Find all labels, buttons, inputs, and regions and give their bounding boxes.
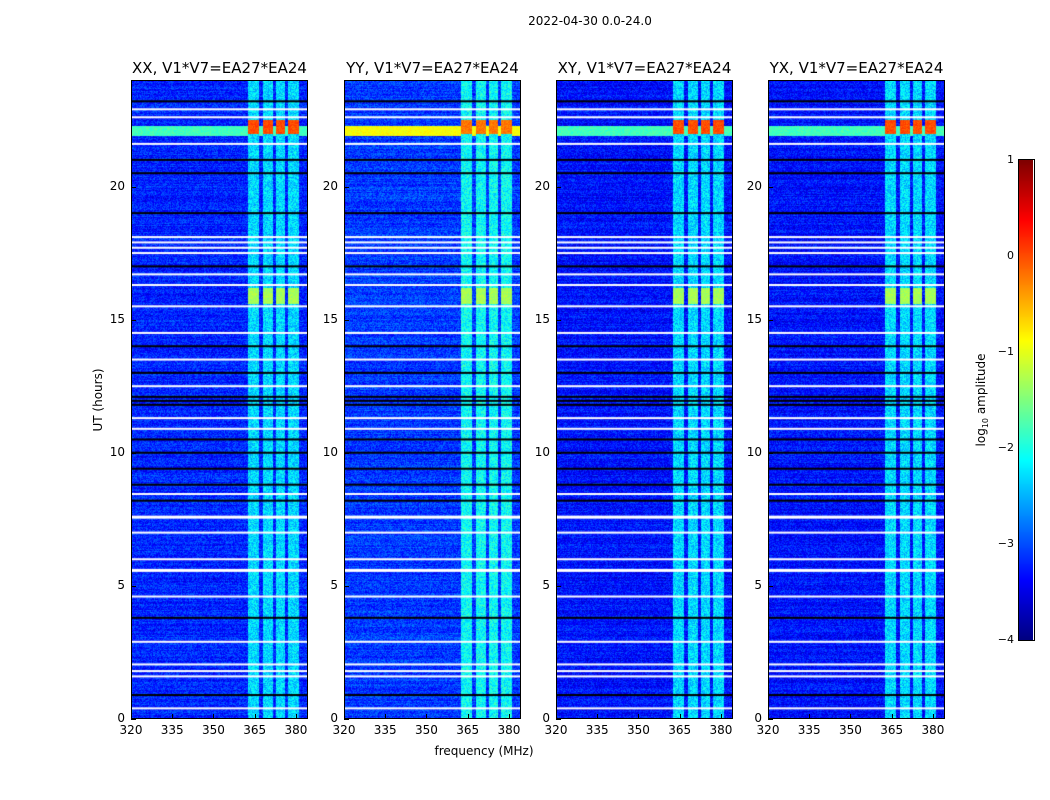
y-tick-mark [131, 719, 136, 720]
x-tick-mark [508, 714, 510, 719]
y-tick-mark [131, 585, 136, 587]
y-tick-label: 10 [534, 444, 550, 459]
heatmap-image [768, 80, 945, 719]
x-tick-mark [213, 714, 215, 719]
x-tick-label: 350 [415, 723, 438, 737]
colorbar-tick-label: −2 [997, 441, 1014, 454]
y-tick-mark [768, 452, 773, 454]
y-tick-label: 10 [109, 444, 125, 459]
y-tick-label: 20 [746, 178, 762, 193]
x-tick-label: 350 [627, 723, 650, 737]
colorbar-tick-label: 0 [1007, 249, 1014, 262]
y-tick-label: 10 [322, 444, 338, 459]
x-tick-label: 350 [839, 723, 862, 737]
y-tick-label: 0 [117, 711, 125, 725]
x-tick-label: 335 [797, 723, 821, 737]
y-tick-label: 10 [746, 444, 762, 459]
x-tick-mark [891, 714, 893, 719]
y-tick-label: 5 [330, 577, 338, 592]
figure-title: 2022-04-30 0.0-24.0 [528, 14, 652, 28]
x-tick-mark [254, 714, 256, 719]
y-tick-label: 5 [754, 577, 762, 592]
x-tick-label: 365 [880, 723, 904, 737]
y-tick-mark [768, 719, 773, 720]
x-tick-mark [344, 714, 345, 719]
x-tick-mark [679, 714, 681, 719]
x-tick-mark [597, 714, 599, 719]
x-tick-mark [131, 714, 132, 719]
x-tick-label: 365 [668, 723, 692, 737]
x-tick-mark [426, 714, 428, 719]
x-tick-mark [556, 714, 557, 719]
y-tick-label: 20 [534, 178, 550, 193]
x-axis-label: frequency (MHz) [434, 744, 534, 758]
x-tick-label: 380 [284, 723, 308, 737]
y-axis-label: UT (hours) [91, 368, 105, 432]
panel-title: YX, V1*V7=EA27*EA24 [769, 59, 944, 77]
y-tick-mark [556, 585, 561, 587]
heatmap-image [556, 80, 733, 719]
x-tick-label: 320 [332, 723, 356, 737]
x-tick-mark [720, 714, 722, 719]
y-tick-mark [131, 452, 136, 454]
colorbar-tick-label: 1 [1007, 153, 1014, 166]
x-tick-label: 380 [921, 723, 945, 737]
heatmap-image [344, 80, 521, 719]
panel-title: YY, V1*V7=EA27*EA24 [346, 59, 519, 77]
y-tick-mark [344, 452, 349, 454]
panel-title: XX, V1*V7=EA27*EA24 [132, 59, 307, 77]
y-tick-mark [556, 452, 561, 454]
colorbar [1019, 160, 1033, 640]
y-tick-mark [768, 186, 773, 188]
x-tick-label: 335 [585, 723, 609, 737]
y-tick-mark [344, 719, 349, 720]
y-tick-label: 15 [746, 311, 762, 326]
x-tick-label: 365 [456, 723, 480, 737]
x-tick-label: 320 [119, 723, 143, 737]
x-tick-mark [850, 714, 852, 719]
x-tick-label: 350 [202, 723, 225, 737]
x-tick-label: 320 [544, 723, 568, 737]
x-tick-mark [467, 714, 469, 719]
y-tick-mark [556, 186, 561, 188]
y-tick-label: 0 [330, 711, 338, 725]
x-tick-label: 380 [497, 723, 521, 737]
y-tick-mark [344, 319, 349, 321]
y-tick-label: 5 [542, 577, 550, 592]
y-tick-label: 5 [117, 577, 125, 592]
heatmap-image [131, 80, 308, 719]
x-tick-label: 365 [243, 723, 267, 737]
y-tick-mark [556, 319, 561, 321]
y-tick-mark [131, 319, 136, 321]
colorbar-tick-label: −4 [997, 633, 1014, 646]
x-tick-label: 320 [756, 723, 780, 737]
x-tick-mark [638, 714, 640, 719]
y-tick-label: 20 [322, 178, 338, 193]
y-tick-label: 0 [754, 711, 762, 725]
y-tick-mark [131, 186, 136, 188]
colorbar-tick-label: −3 [997, 537, 1014, 550]
x-tick-mark [172, 714, 174, 719]
x-tick-label: 335 [373, 723, 397, 737]
colorbar-label: log10 amplitude [973, 353, 991, 447]
x-tick-mark [809, 714, 811, 719]
y-tick-mark [556, 719, 561, 720]
panel-title: XY, V1*V7=EA27*EA24 [557, 59, 732, 77]
y-tick-label: 20 [109, 178, 125, 193]
x-tick-label: 335 [160, 723, 184, 737]
y-tick-label: 15 [322, 311, 338, 326]
x-tick-mark [385, 714, 387, 719]
y-tick-mark [768, 585, 773, 587]
y-tick-label: 15 [534, 311, 550, 326]
colorbar-tick-label: −1 [997, 345, 1014, 358]
x-tick-mark [932, 714, 934, 719]
y-tick-label: 15 [109, 311, 125, 326]
y-tick-mark [344, 585, 349, 587]
x-tick-mark [295, 714, 297, 719]
y-tick-label: 0 [542, 711, 550, 725]
x-tick-mark [768, 714, 769, 719]
y-tick-mark [768, 319, 773, 321]
y-tick-mark [344, 186, 349, 188]
x-tick-label: 380 [709, 723, 733, 737]
